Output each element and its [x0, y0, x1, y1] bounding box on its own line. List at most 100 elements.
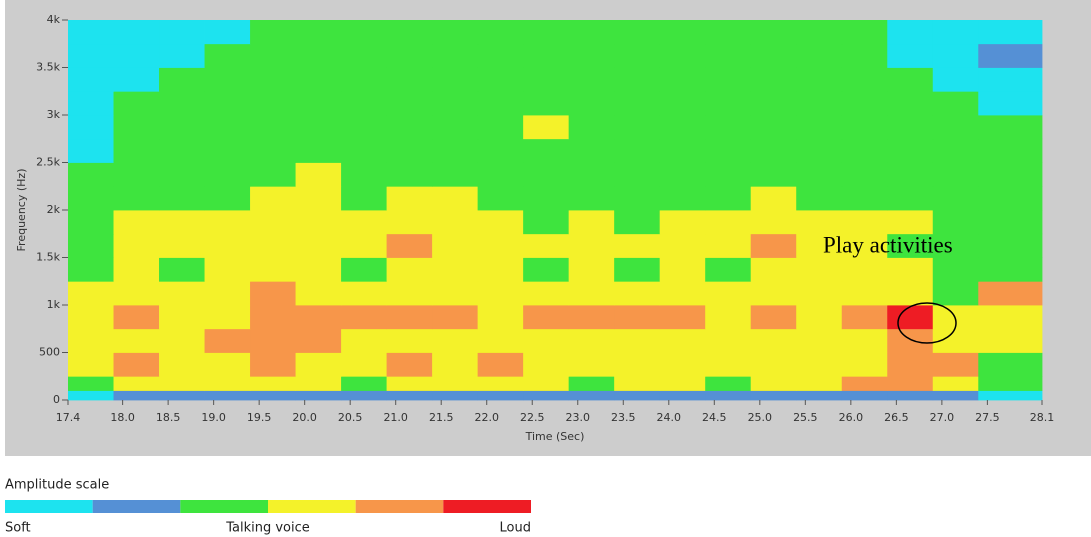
heat-cell: [614, 186, 661, 211]
heat-cell: [477, 376, 524, 391]
heat-cell: [386, 390, 433, 401]
heat-cell: [341, 328, 387, 353]
heat-cell: [68, 376, 114, 391]
heat-cell: [932, 20, 979, 45]
heat-cell: [659, 257, 706, 282]
heat-cell: [341, 390, 387, 401]
x-tick-label: 25.0: [748, 411, 773, 424]
heat-cell: [887, 376, 934, 391]
heat-cell: [477, 328, 524, 353]
heat-cell: [568, 328, 615, 353]
heat-cell: [341, 352, 387, 377]
heat-cell: [978, 67, 1043, 92]
heat-cell: [159, 390, 205, 401]
heat-cell: [523, 390, 570, 401]
heat-cell: [250, 233, 296, 258]
heat-cell: [978, 20, 1043, 45]
y-tick-label: 2.5k: [36, 156, 60, 169]
heat-cell: [295, 43, 342, 68]
heat-cell: [204, 67, 251, 92]
heat-cell: [113, 328, 160, 353]
heat-cell: [796, 233, 843, 258]
heat-cell: [705, 305, 752, 330]
x-tick-label: 27.0: [930, 411, 955, 424]
heat-cell: [978, 281, 1043, 306]
heat-cell: [932, 91, 979, 116]
heat-cell: [659, 281, 706, 306]
heat-cell: [705, 376, 752, 391]
heat-cell: [250, 210, 296, 235]
heat-cell: [68, 43, 114, 68]
heat-cell: [568, 376, 615, 391]
heat-cell: [659, 162, 706, 187]
heat-cell: [204, 43, 251, 68]
heat-cell: [796, 67, 843, 92]
heat-cell: [932, 43, 979, 68]
heat-cell: [841, 162, 888, 187]
x-tick-label: 21.5: [429, 411, 454, 424]
heat-cell: [614, 43, 661, 68]
heat-cell: [841, 328, 888, 353]
heat-cell: [250, 257, 296, 282]
heat-cell: [978, 376, 1043, 391]
heat-cell: [796, 43, 843, 68]
heat-cell: [750, 138, 797, 163]
heat-cell: [477, 305, 524, 330]
heat-cell: [978, 186, 1043, 211]
heat-cell: [432, 281, 479, 306]
heat-cell: [68, 67, 114, 92]
heat-cell: [204, 115, 251, 140]
heat-cell: [341, 233, 387, 258]
heat-cell: [68, 257, 114, 282]
heat-cell: [523, 233, 570, 258]
heat-cell: [750, 67, 797, 92]
heat-cell: [477, 43, 524, 68]
x-tick-label: 20.5: [338, 411, 363, 424]
heat-cell: [523, 305, 570, 330]
heat-cell: [705, 67, 752, 92]
heat-cell: [614, 20, 661, 45]
heat-cell: [477, 67, 524, 92]
heat-cell: [568, 210, 615, 235]
heat-cell: [750, 305, 797, 330]
x-tick-label: 18.5: [156, 411, 181, 424]
heat-cell: [568, 43, 615, 68]
x-tick-label: 24.0: [657, 411, 682, 424]
heat-cell: [386, 281, 433, 306]
heat-cell: [341, 210, 387, 235]
heat-cell: [159, 186, 205, 211]
heat-cell: [68, 328, 114, 353]
heat-cell: [386, 162, 433, 187]
heat-cell: [705, 328, 752, 353]
heat-cell: [614, 233, 661, 258]
legend-swatch: [443, 500, 531, 513]
heat-cell: [250, 305, 296, 330]
heat-cell: [796, 390, 843, 401]
heat-cell: [614, 352, 661, 377]
heat-cell: [432, 138, 479, 163]
heat-cell: [250, 352, 296, 377]
x-tick-label: 23.0: [566, 411, 591, 424]
heat-cell: [295, 186, 342, 211]
heat-cell: [113, 210, 160, 235]
heat-cell: [477, 186, 524, 211]
heat-cell: [887, 305, 934, 330]
annotation: Play activities: [823, 232, 953, 257]
heat-cell: [887, 115, 934, 140]
heat-cell: [432, 43, 479, 68]
y-tick-label: 500: [39, 346, 60, 359]
heat-cell: [68, 352, 114, 377]
heat-cell: [978, 352, 1043, 377]
heat-cell: [887, 210, 934, 235]
heat-cell: [295, 390, 342, 401]
heat-cell: [386, 115, 433, 140]
heat-cell: [250, 281, 296, 306]
heat-cell: [295, 115, 342, 140]
heat-cell: [841, 281, 888, 306]
x-tick-label: 26.0: [839, 411, 864, 424]
heat-cell: [386, 20, 433, 45]
heat-cell: [659, 115, 706, 140]
heat-cell: [614, 257, 661, 282]
heat-cell: [568, 67, 615, 92]
heat-cell: [841, 210, 888, 235]
